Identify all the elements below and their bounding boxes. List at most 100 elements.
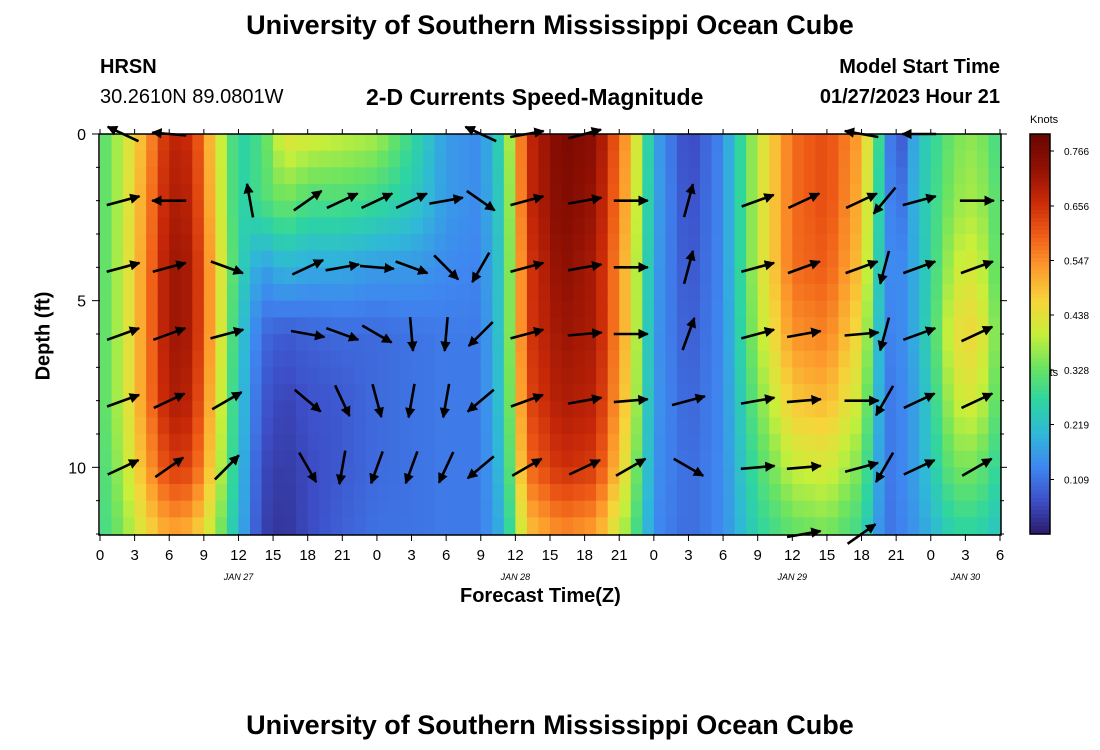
heatmap-cell [815,434,828,452]
heatmap-cell [884,367,897,385]
heatmap-cell [307,367,320,385]
current-vector [152,260,187,273]
heatmap-cell [907,134,920,152]
heatmap-cell [734,300,747,318]
heatmap-cell [388,167,401,185]
heatmap-cell [861,467,874,485]
heatmap-cell [480,234,493,252]
heatmap-cell [180,467,193,485]
heatmap-cell [826,300,840,318]
heatmap-cell [492,267,505,285]
heatmap-cell [561,334,574,352]
heatmap-cell [988,217,1001,235]
heatmap-cell [965,317,978,335]
heatmap-cell [123,284,136,302]
heatmap-cell [769,484,782,502]
heatmap-cell [642,350,655,368]
heatmap-cell [861,400,874,418]
heatmap-cell [988,484,1001,502]
heatmap-cell [896,284,909,302]
heatmap-cell [757,484,770,502]
heatmap-cell [757,350,770,368]
heatmap-cell [238,234,251,252]
heatmap-cell [723,484,736,502]
heatmap-cell [446,467,459,485]
heatmap-cell [134,417,147,435]
heatmap-cell [226,184,240,202]
heatmap-cell [353,334,366,352]
heatmap-cell [619,300,632,318]
heatmap-cell [861,384,874,402]
heatmap-cell [873,167,886,185]
heatmap-cell [884,167,897,185]
current-vector [681,317,696,351]
heatmap-cell [446,234,459,252]
heatmap-cell [676,517,690,535]
heatmap-cell [342,317,355,335]
heatmap-cell [711,284,724,302]
colorbar-segment [1030,450,1050,455]
heatmap-cell [596,500,609,518]
heatmap-cell [884,350,897,368]
heatmap-cell [365,300,378,318]
heatmap-cell [100,284,113,302]
heatmap-cell [976,200,990,218]
heatmap-cell [838,350,851,368]
heatmap-cell [907,517,920,535]
heatmap-cell [296,284,309,302]
heatmap-cell [538,350,551,368]
heatmap-cell [296,200,309,218]
heatmap-cell [192,134,205,152]
heatmap-cell [157,184,170,202]
heatmap-cell [573,200,586,218]
heatmap-cell [665,500,678,518]
heatmap-cell [480,150,493,168]
heatmap-cell [446,217,459,235]
heatmap-cell [619,150,632,168]
heatmap-cell [250,217,263,235]
heatmap-cell [111,484,124,502]
heatmap-cell [296,434,309,452]
heatmap-cell [273,467,286,485]
heatmap-cell [953,184,966,202]
heatmap-cell [792,384,805,402]
heatmap-cell [353,200,366,218]
heatmap-cell [965,234,978,252]
current-vector [152,326,187,342]
heatmap-cell [826,434,840,452]
heatmap-cell [353,284,366,302]
heatmap-cell [607,450,620,468]
heatmap-cell [665,217,678,235]
heatmap-cell [676,184,690,202]
heatmap-cell [330,500,343,518]
heatmap-cell [307,200,320,218]
heatmap-cell [526,517,540,535]
current-vector [335,450,347,486]
heatmap-cell [480,434,493,452]
heatmap-cell [353,367,366,385]
heatmap-cell [169,134,182,152]
heatmap-cell [273,267,286,285]
heatmap-cell [746,384,759,402]
heatmap-cell [596,300,609,318]
heatmap-cell [596,467,609,485]
colorbar-segment [1030,498,1050,503]
heatmap-cell [226,250,240,268]
heatmap-cell [238,500,251,518]
current-vector [291,258,325,276]
heatmap-cell [619,167,632,185]
heatmap-cell [180,134,193,152]
heatmap-cell [780,284,793,302]
heatmap-cell [226,467,240,485]
heatmap-cell [376,467,390,485]
heatmap-cell [434,300,447,318]
heatmap-cell [976,217,990,235]
heatmap-cell [457,517,470,535]
heatmap-cell [261,367,274,385]
heatmap-cell [296,300,309,318]
heatmap-cell [688,300,701,318]
heatmap-cell [457,250,470,268]
heatmap-cell [757,367,770,385]
heatmap-cell [538,484,551,502]
heatmap-cell [365,450,378,468]
